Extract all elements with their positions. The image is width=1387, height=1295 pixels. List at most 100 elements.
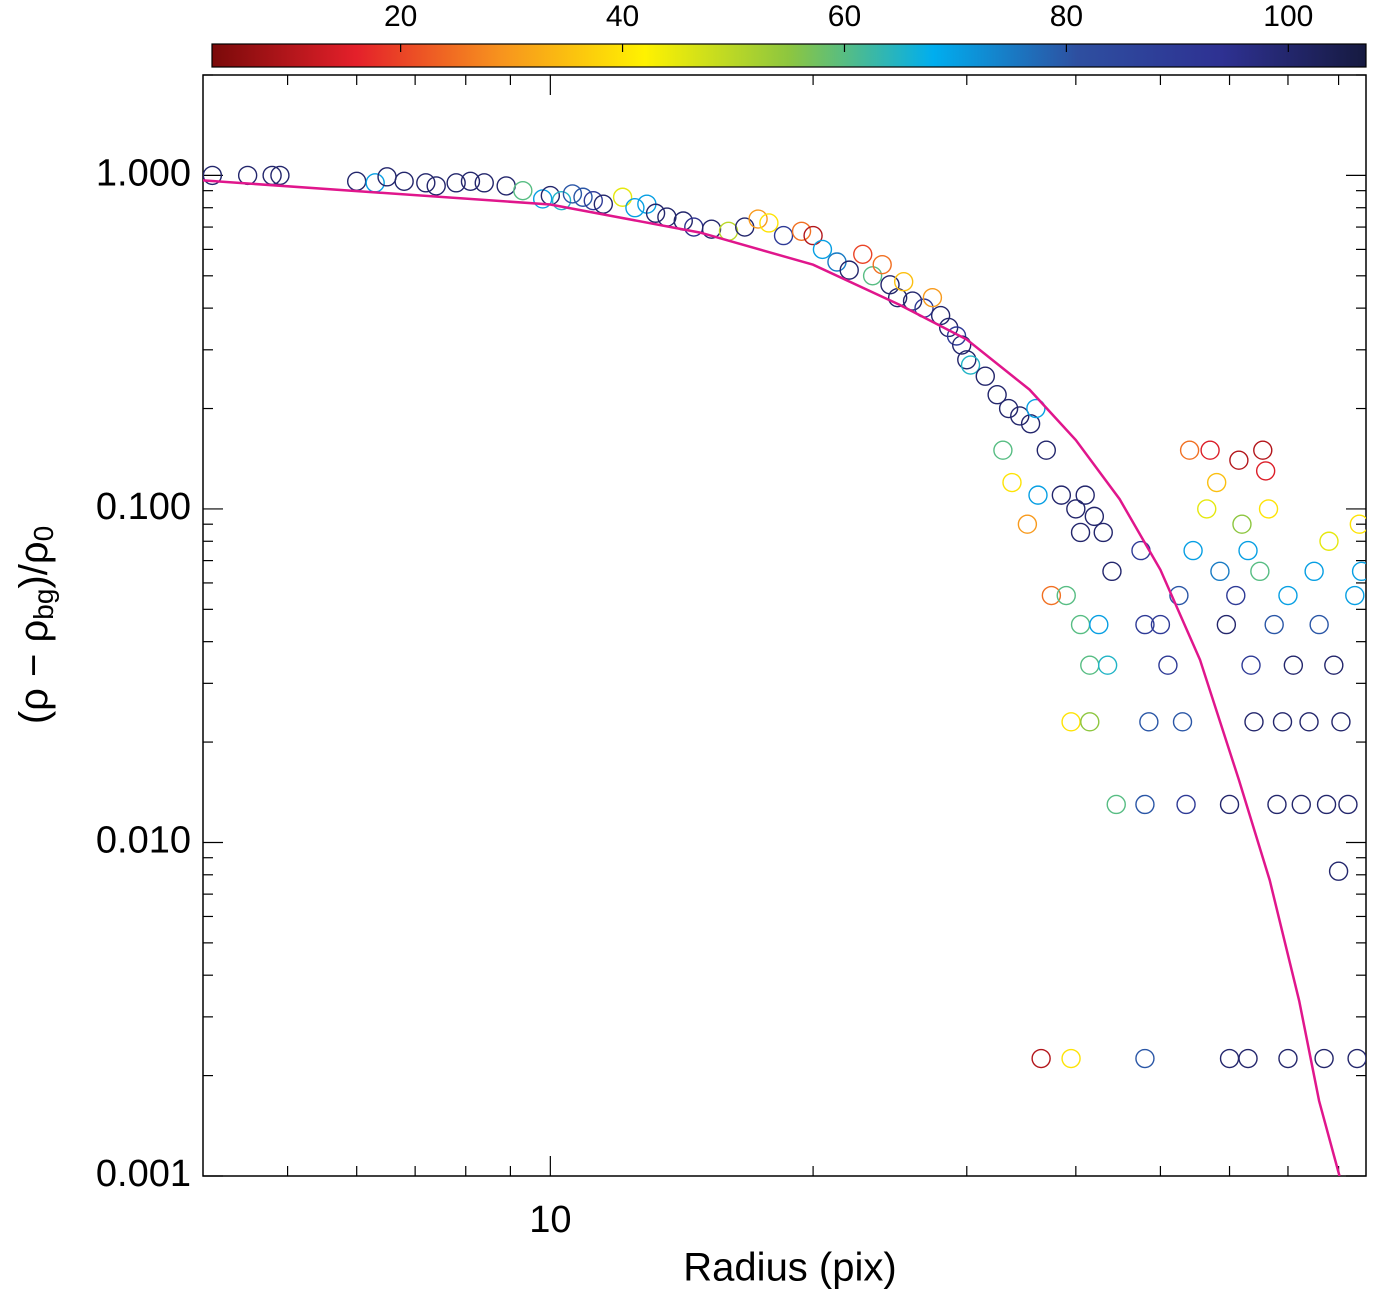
point [377, 167, 397, 187]
y-tick-label: 0.001 [96, 1153, 191, 1195]
point [1241, 655, 1261, 675]
point [1328, 861, 1349, 881]
point [270, 165, 290, 186]
colorbar-tick-label: 80 [1050, 0, 1083, 33]
point [998, 398, 1019, 419]
point [657, 207, 677, 227]
point [346, 171, 367, 192]
point [1210, 561, 1230, 582]
point [1226, 585, 1246, 606]
point [625, 198, 645, 218]
point [416, 173, 436, 193]
point [365, 173, 385, 193]
point [1232, 514, 1252, 534]
point [1070, 522, 1091, 543]
y-axis-label-part: bg [28, 589, 59, 620]
point [1093, 522, 1113, 543]
point [1070, 614, 1091, 635]
point [1278, 585, 1298, 606]
point [1250, 561, 1270, 582]
point [1080, 655, 1100, 675]
plot-frame [202, 74, 1367, 1177]
point [862, 266, 883, 286]
point [960, 355, 981, 375]
point [1304, 561, 1324, 582]
point [735, 217, 755, 237]
point [957, 350, 977, 370]
point [946, 326, 967, 346]
point [1139, 712, 1159, 732]
point [1267, 794, 1287, 815]
point [1291, 794, 1311, 815]
point [1041, 585, 1062, 606]
point [426, 176, 446, 196]
point [1066, 499, 1086, 519]
point [1183, 540, 1203, 561]
point [1219, 794, 1240, 815]
point [902, 291, 923, 311]
y-tick-label: 0.010 [96, 819, 191, 861]
point [1002, 472, 1022, 493]
point [1089, 614, 1109, 635]
point [812, 239, 833, 260]
point [1216, 614, 1237, 635]
point [1264, 614, 1284, 635]
colorbar [211, 43, 1367, 68]
point [993, 440, 1013, 460]
point [1349, 514, 1366, 534]
point [1135, 614, 1155, 635]
point [1179, 440, 1200, 460]
point [1026, 398, 1046, 419]
point [1036, 440, 1056, 460]
point [893, 272, 914, 292]
point [803, 225, 823, 246]
point [1020, 414, 1041, 434]
point [496, 176, 516, 196]
point [1010, 406, 1030, 426]
point [1075, 485, 1095, 505]
point [1158, 655, 1178, 675]
points [203, 165, 1366, 1069]
point [1258, 499, 1279, 519]
point [1051, 485, 1072, 505]
point [551, 190, 572, 211]
point [1135, 794, 1155, 815]
point [1176, 794, 1196, 815]
y-axis-label-part: 0 [28, 526, 59, 542]
point [446, 173, 466, 193]
point [203, 165, 223, 186]
point [1219, 1048, 1240, 1069]
point [1345, 585, 1365, 606]
point [593, 194, 614, 214]
point [573, 187, 593, 207]
point [513, 180, 533, 201]
point [1056, 585, 1076, 606]
point [1150, 614, 1171, 635]
point [1324, 655, 1344, 675]
point [1102, 561, 1122, 582]
point [583, 190, 603, 211]
y-axis-label-part: (ρ − ρ [12, 620, 56, 724]
point [872, 254, 892, 275]
point [1229, 450, 1249, 470]
point [1131, 540, 1151, 561]
point [1061, 1048, 1081, 1069]
x-tick-label: 10 [529, 1199, 571, 1241]
point [1255, 461, 1276, 481]
point [1097, 655, 1118, 675]
point [759, 213, 779, 233]
point [975, 366, 995, 386]
point [1331, 712, 1351, 732]
y-tick-label: 0.100 [96, 486, 191, 528]
point [1106, 794, 1126, 815]
point [1172, 712, 1193, 732]
point [1253, 440, 1273, 460]
point [1080, 712, 1100, 732]
y-axis-label: (ρ − ρbg)/ρ0 [12, 526, 60, 724]
point [262, 165, 282, 186]
point [773, 225, 794, 246]
point [1238, 540, 1258, 561]
y-axis-label-part: )/ρ [12, 541, 56, 588]
point [1169, 585, 1189, 606]
